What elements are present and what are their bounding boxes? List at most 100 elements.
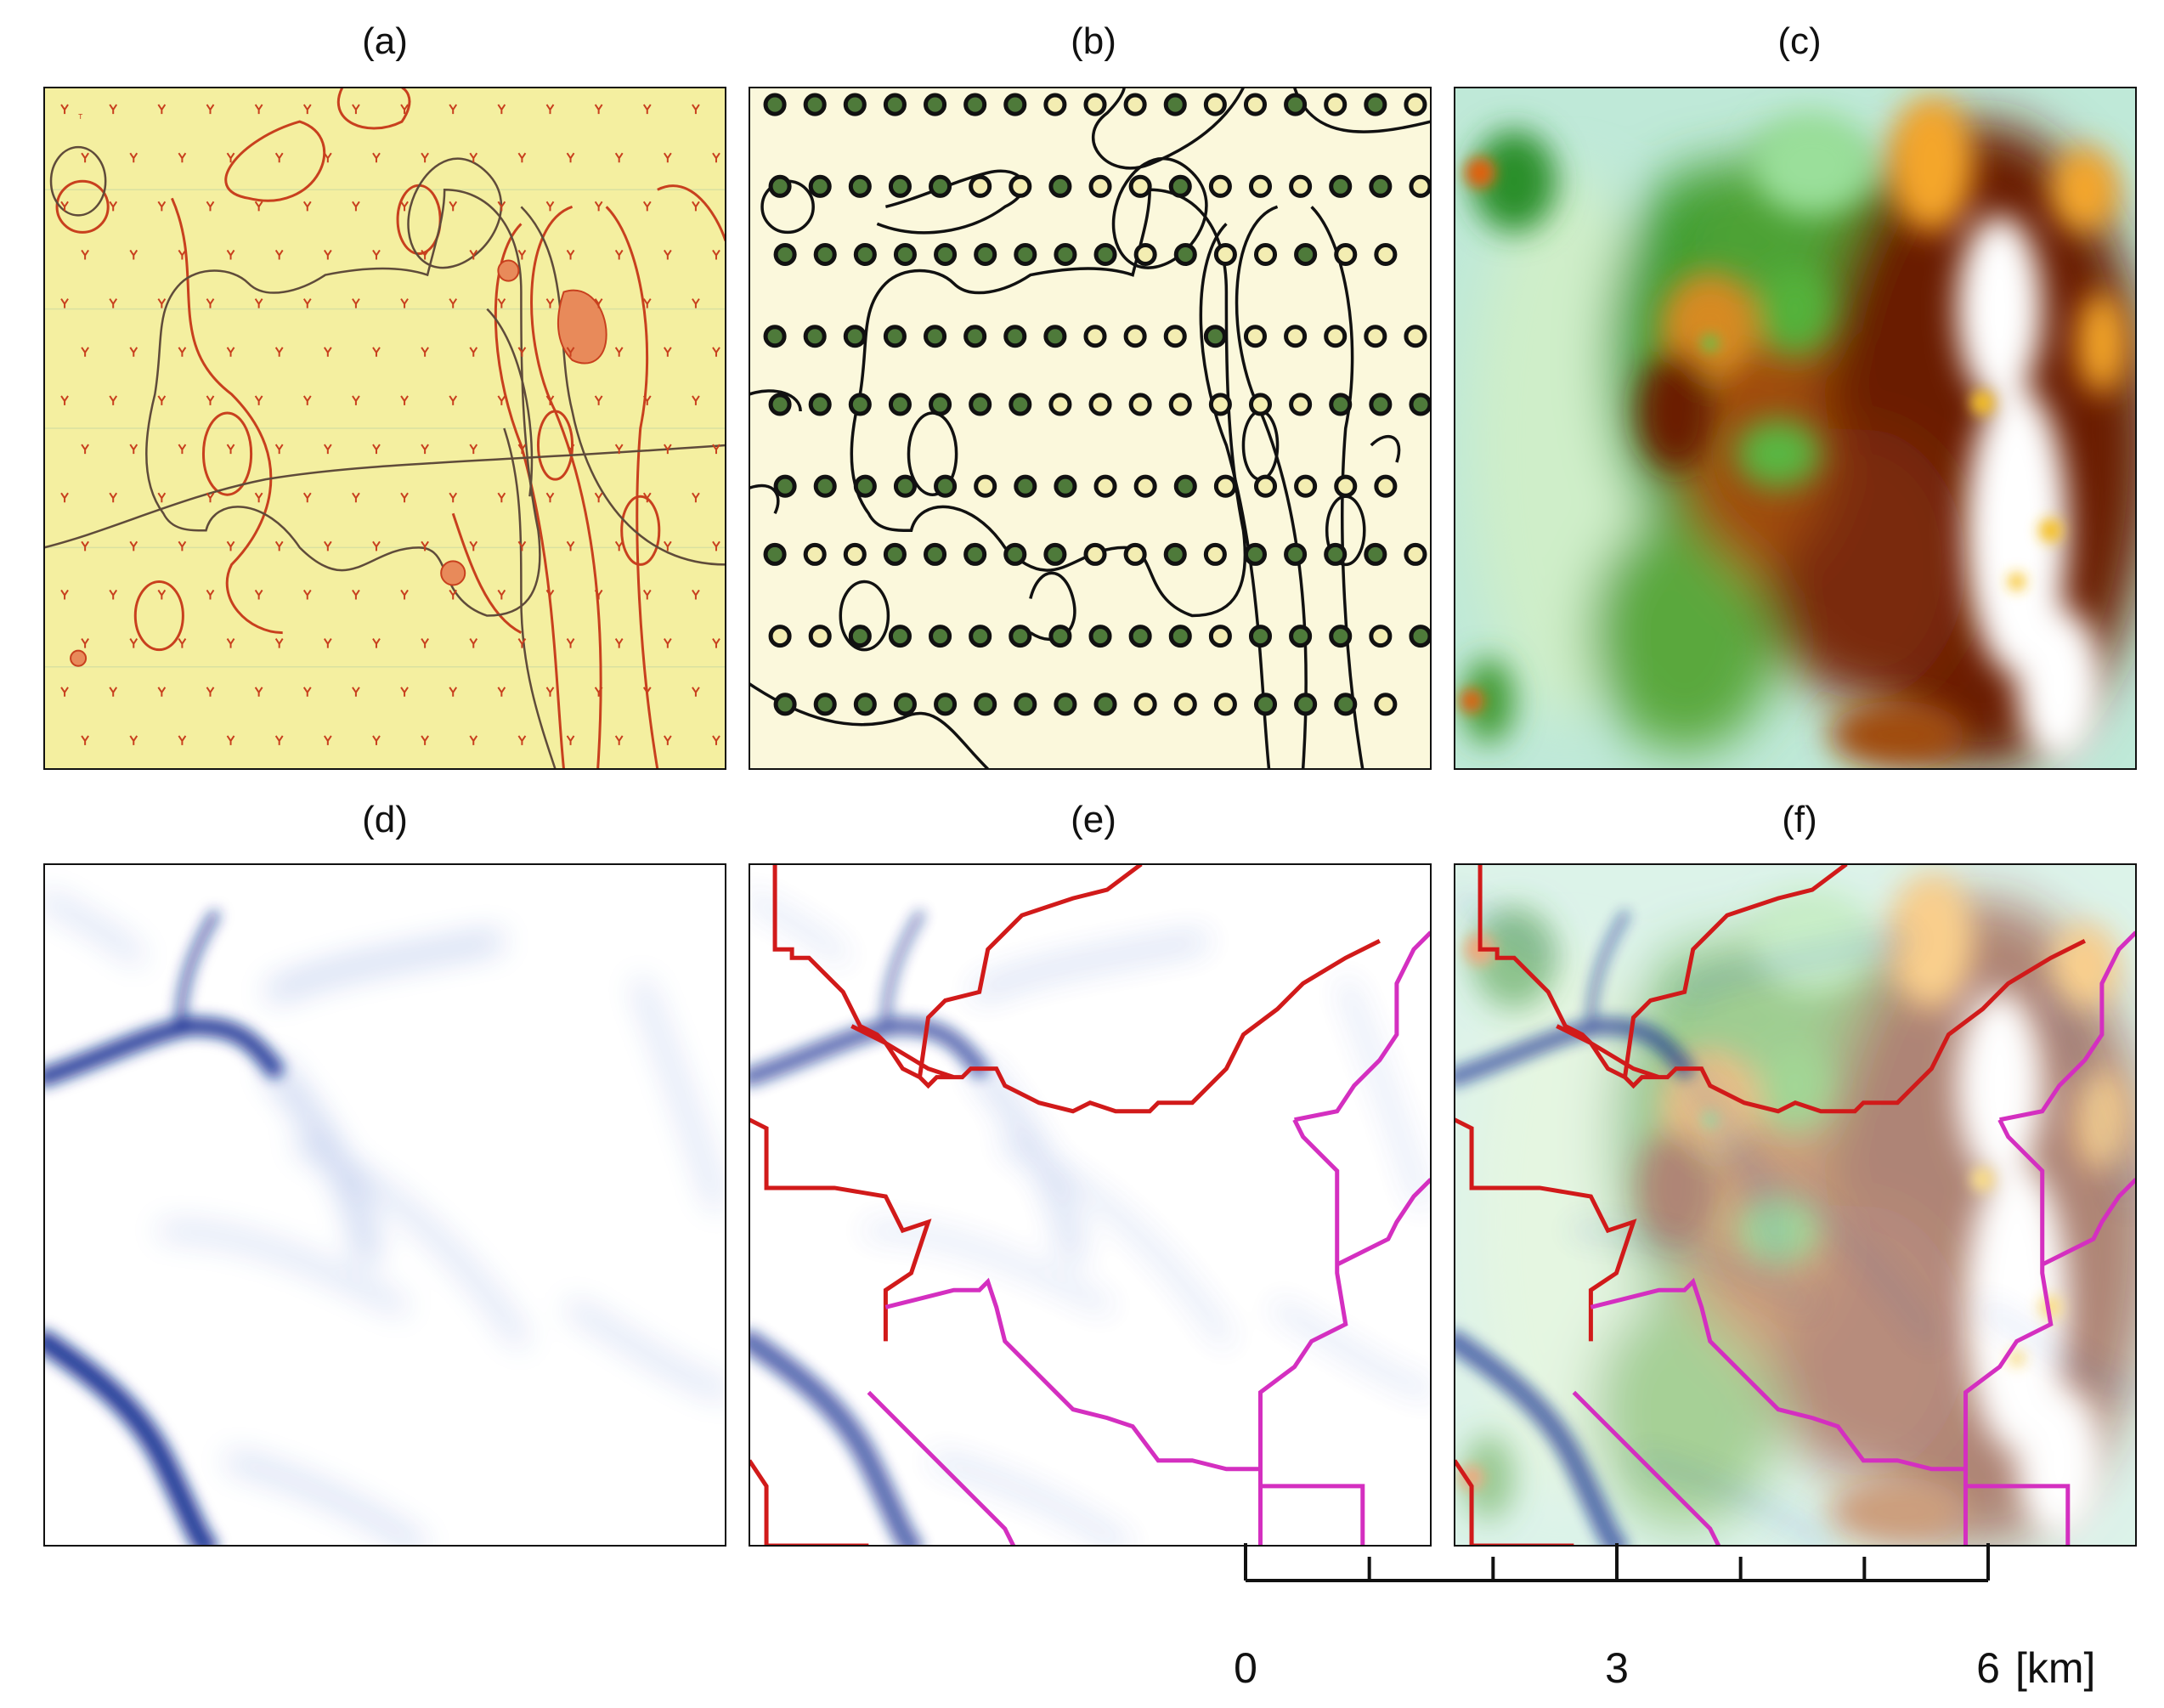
map-symbol xyxy=(614,540,624,551)
map-symbol xyxy=(274,638,284,648)
sample-point xyxy=(883,325,907,348)
sample-point xyxy=(803,325,827,348)
map-symbol xyxy=(206,298,215,308)
map-symbol xyxy=(469,540,478,551)
sample-point xyxy=(974,474,997,498)
sample-point xyxy=(1088,174,1112,198)
sample-point xyxy=(1014,242,1037,267)
map-symbol xyxy=(372,444,381,455)
sample-point xyxy=(1243,325,1268,348)
map-symbol xyxy=(206,492,215,503)
sample-point xyxy=(763,93,787,116)
sample-point xyxy=(1364,542,1387,566)
sample-point xyxy=(969,625,992,648)
map-symbol xyxy=(157,687,167,697)
map-symbol xyxy=(642,201,652,212)
sample-point xyxy=(1003,542,1027,566)
sample-point xyxy=(813,693,837,716)
sample-point xyxy=(1054,242,1077,267)
map-symbol xyxy=(109,201,118,212)
map-symbol xyxy=(178,638,187,648)
sample-point xyxy=(1203,325,1227,348)
scale-bar: 0 3 6 [km] xyxy=(1234,1543,2095,1692)
map-symbol xyxy=(642,589,652,600)
map-symbol xyxy=(400,687,409,697)
sample-point xyxy=(1203,542,1227,566)
sample-point xyxy=(1334,242,1358,267)
map-symbol xyxy=(323,347,332,357)
map-symbol xyxy=(663,638,672,648)
sample-point xyxy=(1173,693,1197,716)
sample-point xyxy=(1128,625,1152,648)
map-symbol xyxy=(274,347,284,357)
map-symbol xyxy=(81,152,89,163)
sample-point xyxy=(1083,542,1107,566)
sample-point xyxy=(808,174,832,198)
map-symbol xyxy=(497,201,506,212)
sample-point xyxy=(1248,625,1273,648)
map-symbol xyxy=(254,104,263,115)
map-symbol xyxy=(178,735,187,745)
sample-point xyxy=(848,393,872,416)
sample-point xyxy=(1409,174,1431,198)
sample-point xyxy=(1043,93,1067,116)
map-symbol xyxy=(352,687,360,697)
map-symbol xyxy=(352,201,360,212)
map-symbol xyxy=(517,638,527,648)
sample-point xyxy=(773,242,797,267)
sample-point xyxy=(763,325,787,348)
map-symbol xyxy=(323,638,332,648)
sample-point xyxy=(1294,693,1318,716)
map-symbol xyxy=(372,249,381,260)
map-symbol xyxy=(60,687,69,697)
map-symbol xyxy=(274,540,284,551)
sample-point xyxy=(1289,393,1313,416)
sample-point xyxy=(1043,542,1067,566)
sample-point xyxy=(808,393,832,416)
sample-point xyxy=(1003,325,1027,348)
map-symbol xyxy=(614,735,624,745)
sample-point xyxy=(1253,693,1278,716)
map-symbol xyxy=(129,540,138,551)
map-symbol xyxy=(323,249,332,260)
map-symbol xyxy=(469,638,478,648)
map-symbol xyxy=(206,395,215,405)
sample-point xyxy=(1123,93,1147,116)
map-symbol xyxy=(81,347,89,357)
sample-point xyxy=(1369,393,1393,416)
sample-point xyxy=(773,693,797,716)
map-symbol xyxy=(566,152,575,163)
sample-point xyxy=(1364,93,1387,116)
sample-point xyxy=(1208,174,1232,198)
map-symbol xyxy=(400,395,409,405)
map-symbol xyxy=(545,589,555,600)
sample-point xyxy=(963,325,987,348)
svg-text:ᵀ: ᵀ xyxy=(78,112,82,124)
map-symbol xyxy=(642,492,652,503)
sample-point xyxy=(1093,242,1117,267)
map-symbol xyxy=(421,347,429,357)
sample-point xyxy=(893,242,917,267)
sample-point xyxy=(1014,474,1037,498)
sample-point xyxy=(934,693,958,716)
sample-point xyxy=(1374,474,1398,498)
map-symbol xyxy=(302,298,312,308)
panel-e-watersheds xyxy=(749,863,1432,1547)
map-symbol xyxy=(129,249,138,260)
sample-point xyxy=(853,242,877,267)
map-symbol xyxy=(692,687,700,697)
map-symbol xyxy=(178,249,187,260)
sample-point xyxy=(924,325,947,348)
sample-point xyxy=(813,242,837,267)
map-symbol xyxy=(352,395,360,405)
sample-point xyxy=(963,93,987,116)
sample-point xyxy=(1369,174,1393,198)
sample-point xyxy=(1404,542,1427,566)
map-symbol xyxy=(157,492,167,503)
sample-point xyxy=(1163,542,1187,566)
sample-point xyxy=(1088,393,1112,416)
map-symbol xyxy=(157,395,167,405)
sample-point xyxy=(1404,93,1427,116)
sample-point xyxy=(1083,325,1107,348)
map-symbol xyxy=(449,589,458,600)
